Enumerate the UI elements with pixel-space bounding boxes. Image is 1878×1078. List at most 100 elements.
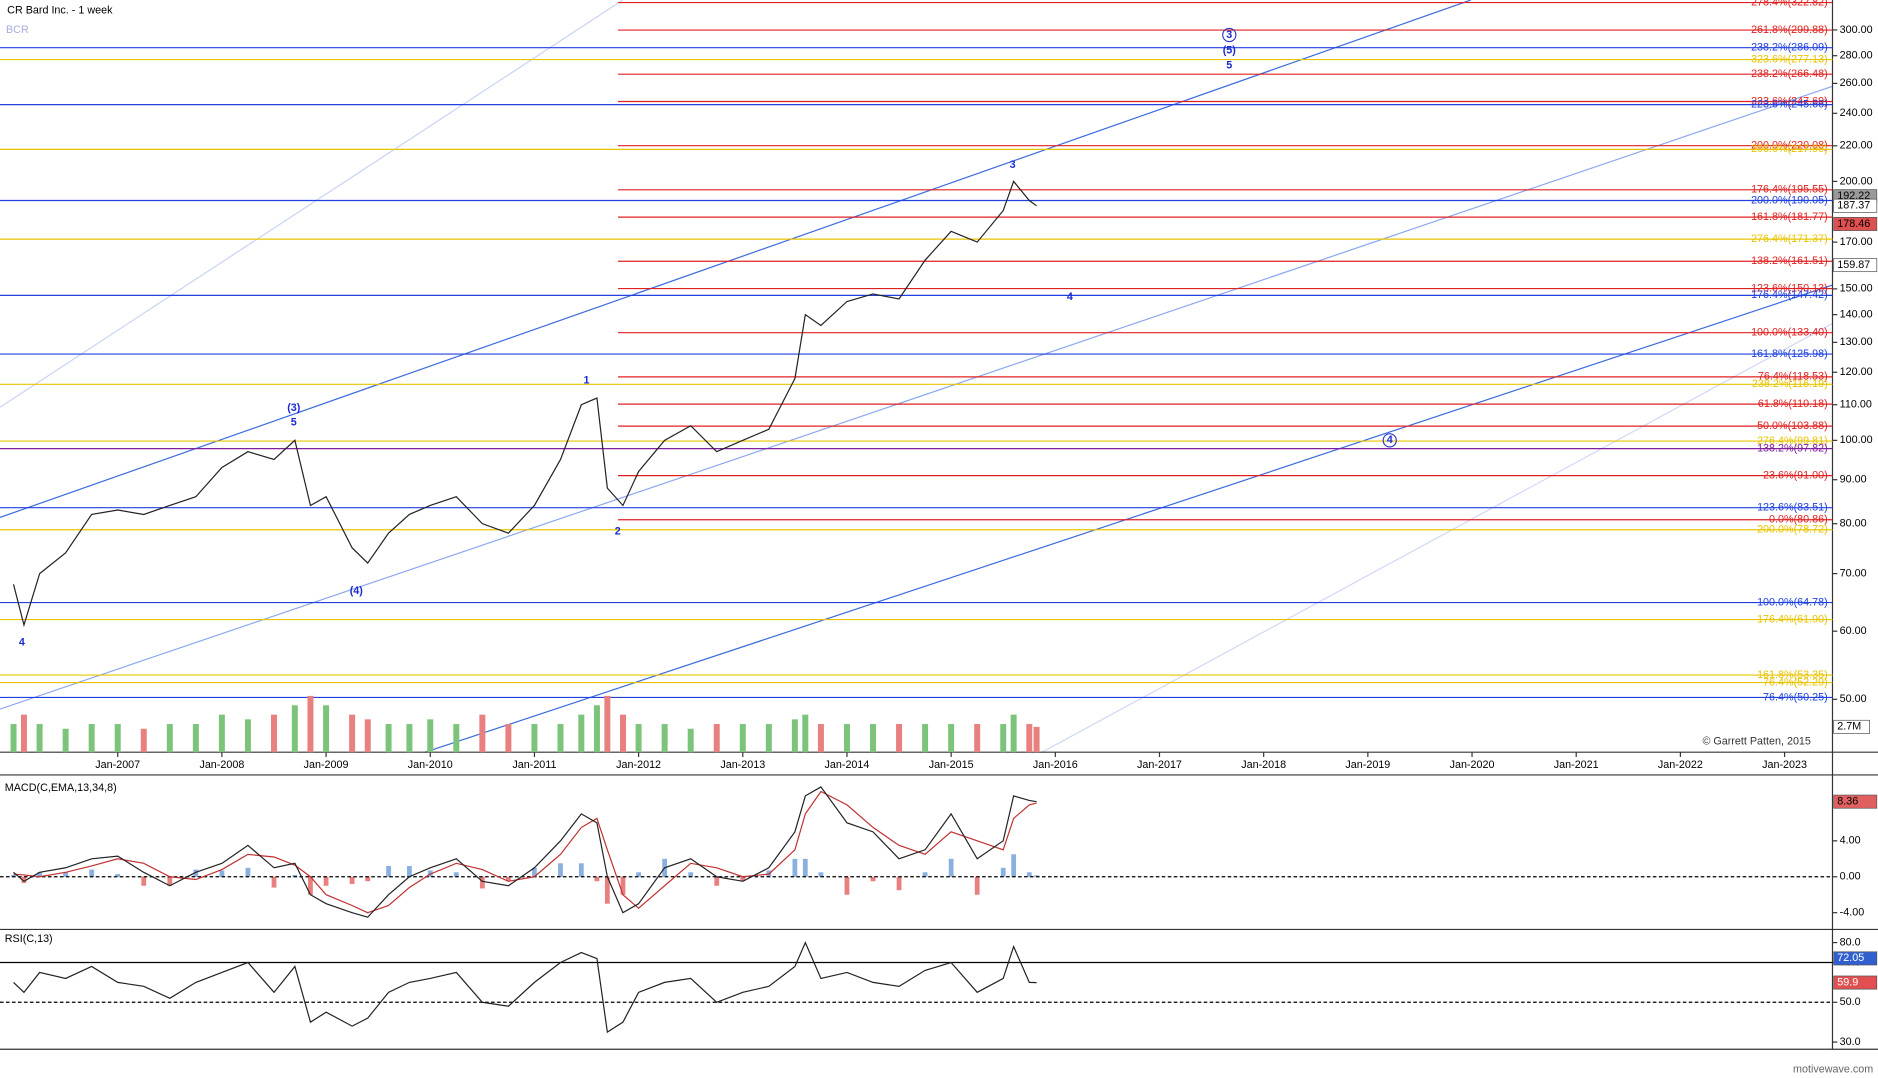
macd-title: MACD(C,EMA,13,34,8): [5, 782, 117, 794]
macd-histogram: [922, 872, 928, 877]
volume-bar: [557, 724, 564, 753]
macd-histogram: [620, 876, 626, 895]
volume-bar: [619, 714, 626, 753]
y-tick-label: 80.00: [1840, 518, 1867, 530]
level-label: 176.4%(61.90): [1757, 613, 1828, 625]
x-tick-label: Jan-2007: [95, 759, 140, 771]
volume-bar: [166, 724, 173, 753]
x-tick-label: Jan-2018: [1241, 759, 1286, 771]
macd-histogram: [1034, 875, 1039, 877]
volume-bar: [291, 705, 298, 753]
wave-label: (4): [350, 585, 364, 597]
y-tick-label: 50.00: [1840, 693, 1867, 705]
macd-histogram: [870, 876, 876, 882]
price-tag-label: 159.87: [1837, 259, 1870, 271]
volume-bar: [270, 714, 277, 753]
wave-label: (3): [287, 402, 301, 414]
volume-bar: [349, 714, 356, 753]
volume-bar: [385, 724, 392, 753]
rsi-title: RSI(C,13): [5, 933, 53, 945]
wave-label: 2: [615, 526, 621, 538]
macd-histogram: [271, 876, 277, 888]
volume-bar: [218, 714, 225, 753]
macd-histogram: [594, 876, 600, 882]
level-label: 200.0%(78.72): [1757, 524, 1828, 536]
level-label: 200.0%(190.05): [1751, 194, 1828, 206]
volume-bar: [635, 724, 642, 753]
volume-bar: [62, 728, 69, 753]
volume-bar: [578, 714, 585, 753]
y-tick-label: 260.00: [1840, 77, 1873, 89]
price-tag: [1833, 217, 1878, 231]
x-tick-label: Jan-2016: [1033, 759, 1078, 771]
wave-label: 5: [1226, 60, 1232, 72]
price-tag-label: 187.37: [1837, 200, 1870, 212]
wave-label: 3: [1226, 29, 1232, 41]
price-tag-label: 178.46: [1837, 218, 1870, 230]
volume-bar: [1033, 726, 1040, 753]
volume-bar: [140, 728, 147, 753]
rsi-tag-label: 72.05: [1837, 952, 1864, 964]
x-tick-label: Jan-2017: [1137, 759, 1182, 771]
channel-line: [0, 0, 624, 408]
x-tick-label: Jan-2011: [512, 759, 556, 771]
y-tick-label: 150.00: [1840, 283, 1873, 295]
level-label: 176.4%(147.42): [1751, 289, 1828, 301]
x-tick-label: Jan-2009: [304, 759, 349, 771]
volume-bar: [802, 714, 809, 753]
y-tick-label: 30.0: [1840, 1036, 1861, 1048]
y-tick-label: 170.00: [1840, 236, 1873, 248]
volume-tag: [1833, 719, 1870, 734]
macd-histogram: [21, 876, 27, 884]
macd-histogram: [505, 876, 511, 882]
volume-bar: [453, 724, 460, 753]
level-label: 138.2%(97.82): [1757, 442, 1828, 454]
volume-bar: [896, 724, 903, 753]
volume-bar: [843, 724, 850, 753]
macd-histogram: [219, 870, 225, 877]
level-label: 76.4%(50.25): [1763, 691, 1828, 703]
volume-bar: [36, 724, 43, 753]
volume-bar: [505, 724, 512, 753]
macd-histogram: [974, 876, 980, 895]
x-tick-label: Jan-2020: [1450, 759, 1495, 771]
x-tick-label: Jan-2022: [1658, 759, 1703, 771]
level-label: 223.6%(245.66): [1751, 98, 1828, 110]
level-label: 0.0%(80.86): [1769, 514, 1828, 526]
macd-line: [13, 786, 1037, 918]
y-tick-label: 140.00: [1840, 309, 1873, 321]
volume-bar: [479, 714, 486, 753]
y-tick-label: 300.00: [1840, 24, 1873, 36]
volume-bar: [593, 705, 600, 753]
x-tick-label: Jan-2010: [408, 759, 453, 771]
volume-bar: [20, 714, 27, 753]
rsi-line: [13, 941, 1037, 1034]
volume-bar: [870, 724, 877, 753]
macd-histogram: [141, 876, 147, 886]
volume-bar: [406, 724, 413, 753]
wave-circle: [1222, 27, 1237, 43]
level-label: 23.6%(91.00): [1763, 469, 1828, 481]
level-label: 200.0%(217.90): [1751, 143, 1828, 155]
macd-histogram: [115, 874, 121, 877]
level-label: 238.2%(266.48): [1751, 68, 1828, 80]
x-tick-label: Jan-2012: [616, 759, 661, 771]
volume-bar: [661, 724, 668, 753]
macd-histogram: [714, 876, 720, 886]
price-tag: [1833, 198, 1878, 213]
y-tick-label: 130.00: [1840, 336, 1873, 348]
y-tick-label: 240.00: [1840, 107, 1873, 119]
volume-bar: [922, 724, 929, 753]
macd-histogram: [323, 876, 329, 886]
price-line: [12, 180, 1037, 628]
volume-bar: [713, 724, 720, 753]
y-tick-label: 200.00: [1840, 175, 1873, 187]
level-label: 278.4%(322.82): [1751, 0, 1828, 8]
macd-histogram: [167, 876, 173, 886]
wave-label: 4: [1387, 434, 1393, 446]
y-tick-label: 50.0: [1840, 996, 1861, 1008]
level-label: 61.8%(110.18): [1758, 398, 1828, 410]
volume-bar: [974, 724, 981, 753]
